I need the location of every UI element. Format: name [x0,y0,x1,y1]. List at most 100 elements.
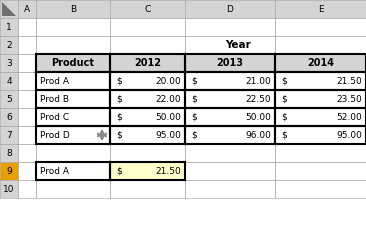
Bar [36,90,110,108]
Bar [185,0,275,18]
Bar [185,72,275,90]
Bar [36,108,110,126]
Text: Prod A: Prod A [40,76,69,86]
Bar [18,144,36,162]
Bar [36,162,110,180]
Bar [0,36,18,54]
Text: $: $ [116,112,122,122]
Bar [0,180,18,198]
Text: 95.00: 95.00 [155,130,181,140]
Bar [110,72,185,90]
Bar [275,126,366,144]
Text: 2014: 2014 [307,58,334,68]
Text: $: $ [281,130,287,140]
Text: Year: Year [225,40,251,50]
Text: $: $ [116,76,122,86]
Text: E: E [318,4,323,13]
Bar [275,144,366,162]
Text: 20.00: 20.00 [155,76,181,86]
Bar [18,0,36,18]
Bar [18,36,36,54]
Text: Prod C: Prod C [40,112,69,122]
Text: $: $ [281,76,287,86]
Bar [18,108,36,126]
Text: B: B [70,4,76,13]
Bar [185,18,275,36]
Bar [275,108,366,126]
Bar [0,72,18,90]
Text: 7: 7 [6,130,12,140]
Bar [275,54,366,72]
Bar [110,126,185,144]
Bar [110,54,185,72]
Bar [275,54,366,72]
Bar [185,90,275,108]
Text: Prod A: Prod A [40,166,69,176]
Text: 50.00: 50.00 [245,112,271,122]
Bar [110,162,185,180]
Text: D: D [227,4,234,13]
Bar [36,180,110,198]
Bar [110,108,185,126]
Bar [110,90,185,108]
Bar [0,126,18,144]
Bar [275,90,366,108]
Bar [36,144,110,162]
Bar [36,18,110,36]
Text: A: A [24,4,30,13]
Bar [185,36,275,54]
Text: 10: 10 [3,184,15,194]
Text: 2013: 2013 [217,58,243,68]
Bar [0,90,18,108]
Text: 8: 8 [6,148,12,157]
Text: 3: 3 [6,58,12,68]
Bar [36,54,110,72]
Bar [110,54,185,72]
Bar [18,126,36,144]
Text: 95.00: 95.00 [336,130,362,140]
Bar [36,36,110,54]
Bar [185,72,275,90]
Bar [275,0,366,18]
Bar [0,162,18,180]
Bar [110,126,185,144]
Bar [275,72,366,90]
Bar [36,126,110,144]
Bar [36,0,110,18]
Bar [18,72,36,90]
Bar [110,0,185,18]
Bar [0,108,18,126]
Bar [110,162,185,180]
Bar [275,72,366,90]
Bar [275,180,366,198]
Text: 50.00: 50.00 [155,112,181,122]
Bar [185,54,275,72]
Bar [18,18,36,36]
Bar [18,90,36,108]
Text: 2: 2 [6,40,12,50]
Text: 2012: 2012 [134,58,161,68]
Text: $: $ [116,94,122,104]
Bar [0,0,18,18]
Bar [110,72,185,90]
Text: $: $ [191,94,197,104]
Text: 6: 6 [6,112,12,122]
Text: Prod D: Prod D [40,130,70,140]
Bar [185,180,275,198]
Bar [36,54,110,72]
Polygon shape [2,2,16,16]
Bar [18,54,36,72]
Text: $: $ [281,94,287,104]
Bar [110,36,185,54]
Bar [110,90,185,108]
Bar [36,90,110,108]
Text: $: $ [191,130,197,140]
Bar [185,90,275,108]
Bar [185,108,275,126]
Text: 96.00: 96.00 [245,130,271,140]
Bar [185,126,275,144]
Bar [275,36,366,54]
Bar [110,108,185,126]
Bar [110,180,185,198]
Bar [185,144,275,162]
